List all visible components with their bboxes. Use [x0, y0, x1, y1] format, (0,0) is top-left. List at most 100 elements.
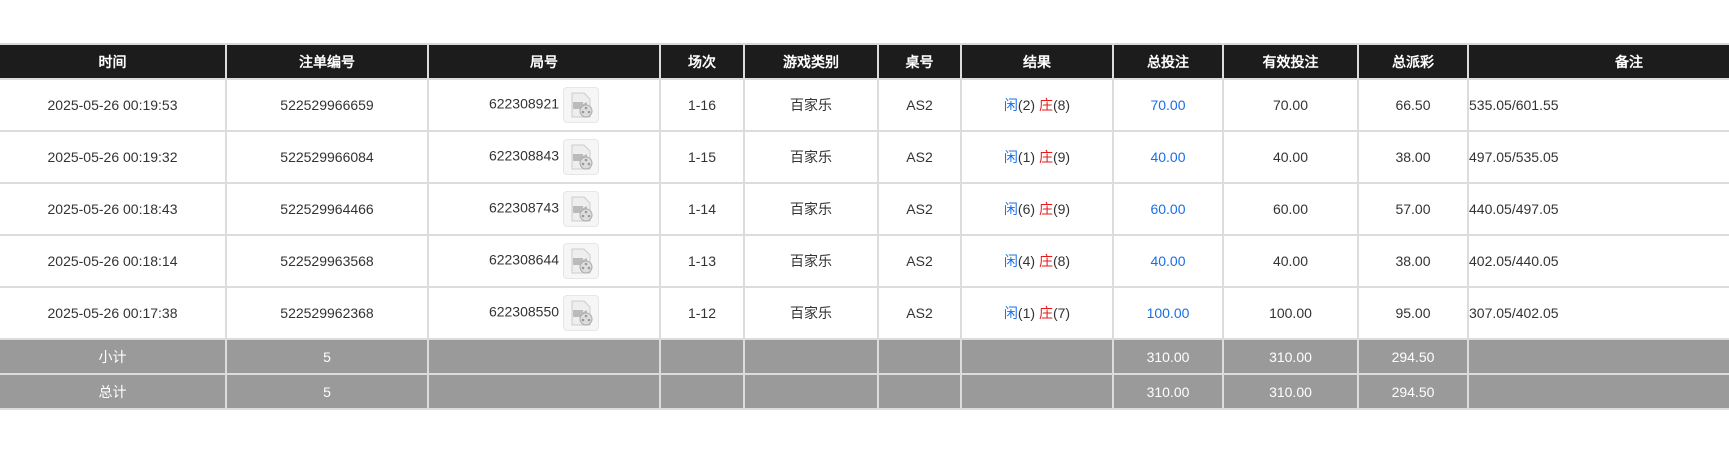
player-score: (6): [1017, 201, 1036, 217]
video-replay-icon[interactable]: [563, 87, 600, 123]
empty-cell: [427, 338, 661, 375]
time-cell: 2025-05-26 00:19:32: [0, 130, 227, 184]
banker-label: 庄: [1038, 201, 1053, 217]
subtotal-valid-bet: 310.00: [1222, 338, 1359, 375]
total-count: 5: [225, 373, 429, 410]
empty-cell: [1467, 373, 1729, 410]
game-type-cell: 百家乐: [743, 286, 879, 340]
table-no-cell: AS2: [877, 78, 962, 132]
video-replay-icon[interactable]: [563, 139, 600, 175]
payout-cell: 95.00: [1357, 286, 1469, 340]
bet-id-cell: 522529966084: [225, 130, 429, 184]
result-cell: 闲(1) 庄(9): [960, 130, 1114, 184]
player-score: (4): [1017, 253, 1036, 269]
bet-id-cell: 522529963568: [225, 234, 429, 288]
empty-cell: [960, 338, 1114, 375]
result-cell: 闲(1) 庄(7): [960, 286, 1114, 340]
player-score: (2): [1017, 97, 1036, 113]
round-cell: 622308921: [427, 78, 661, 132]
total-valid-bet: 310.00: [1222, 373, 1359, 410]
round-cell: 622308743: [427, 182, 661, 236]
bet-history-table: 时间 注单编号 局号 场次 游戏类别 桌号 结果 总投注 有效投注 总派彩 备注 2025-05-2…: [0, 43, 1729, 410]
total-row: 总计 5 310.00 310.00 294.50: [0, 373, 1729, 410]
table-row: 2025-05-26 00:19:32 522529966084 6223088…: [0, 130, 1729, 184]
header-remark: 备注: [1467, 43, 1729, 80]
header-time: 时间: [0, 43, 227, 80]
remark-cell: 440.05/497.05: [1467, 182, 1729, 236]
player-label: 闲: [1003, 201, 1018, 217]
header-table-no: 桌号: [877, 43, 962, 80]
round-cell: 622308644: [427, 234, 661, 288]
subtotal-label: 小计: [0, 338, 227, 375]
banker-label: 庄: [1038, 305, 1053, 321]
session-cell: 1-16: [659, 78, 745, 132]
valid-bet-cell: 60.00: [1222, 182, 1359, 236]
empty-cell: [659, 338, 745, 375]
table-no-cell: AS2: [877, 286, 962, 340]
empty-cell: [960, 373, 1114, 410]
game-type-cell: 百家乐: [743, 234, 879, 288]
round-number: 622308921: [488, 95, 560, 112]
banker-label: 庄: [1038, 97, 1053, 113]
total-bet-link[interactable]: 40.00: [1112, 234, 1224, 288]
subtotal-payout: 294.50: [1357, 338, 1469, 375]
game-type-cell: 百家乐: [743, 130, 879, 184]
player-label: 闲: [1003, 253, 1018, 269]
payout-cell: 57.00: [1357, 182, 1469, 236]
valid-bet-cell: 40.00: [1222, 130, 1359, 184]
total-bet-link[interactable]: 70.00: [1112, 78, 1224, 132]
player-label: 闲: [1003, 149, 1018, 165]
player-label: 闲: [1003, 97, 1018, 113]
empty-cell: [427, 373, 661, 410]
bet-id-cell: 522529964466: [225, 182, 429, 236]
round-cell: 622308550: [427, 286, 661, 340]
total-bet-link[interactable]: 60.00: [1112, 182, 1224, 236]
table-row: 2025-05-26 00:18:14 522529963568 6223086…: [0, 234, 1729, 288]
time-cell: 2025-05-26 00:19:53: [0, 78, 227, 132]
banker-score: (8): [1052, 253, 1071, 269]
video-replay-icon[interactable]: [563, 191, 600, 227]
player-score: (1): [1017, 149, 1036, 165]
round-cell: 622308843: [427, 130, 661, 184]
table-no-cell: AS2: [877, 182, 962, 236]
header-round: 局号: [427, 43, 661, 80]
table-row: 2025-05-26 00:19:53 522529966659 6223089…: [0, 78, 1729, 132]
player-score: (1): [1017, 305, 1036, 321]
subtotal-count: 5: [225, 338, 429, 375]
remark-cell: 402.05/440.05: [1467, 234, 1729, 288]
session-cell: 1-14: [659, 182, 745, 236]
result-cell: 闲(6) 庄(9): [960, 182, 1114, 236]
time-cell: 2025-05-26 00:18:14: [0, 234, 227, 288]
empty-cell: [877, 373, 962, 410]
banker-score: (7): [1052, 305, 1071, 321]
header-result: 结果: [960, 43, 1114, 80]
player-label: 闲: [1003, 305, 1018, 321]
header-total-bet: 总投注: [1112, 43, 1224, 80]
total-payout: 294.50: [1357, 373, 1469, 410]
valid-bet-cell: 100.00: [1222, 286, 1359, 340]
round-number: 622308550: [488, 303, 560, 320]
remark-cell: 307.05/402.05: [1467, 286, 1729, 340]
table-no-cell: AS2: [877, 130, 962, 184]
session-cell: 1-12: [659, 286, 745, 340]
header-session: 场次: [659, 43, 745, 80]
result-cell: 闲(2) 庄(8): [960, 78, 1114, 132]
remark-cell: 497.05/535.05: [1467, 130, 1729, 184]
banker-label: 庄: [1038, 149, 1053, 165]
header-bet-id: 注单编号: [225, 43, 429, 80]
table-row: 2025-05-26 00:17:38 522529962368 6223085…: [0, 286, 1729, 340]
banker-score: (9): [1052, 149, 1071, 165]
table-no-cell: AS2: [877, 234, 962, 288]
empty-cell: [877, 338, 962, 375]
valid-bet-cell: 70.00: [1222, 78, 1359, 132]
video-replay-icon[interactable]: [563, 243, 600, 279]
payout-cell: 38.00: [1357, 234, 1469, 288]
total-bet-link[interactable]: 40.00: [1112, 130, 1224, 184]
header-row: 时间 注单编号 局号 场次 游戏类别 桌号 结果 总投注 有效投注 总派彩 备注: [0, 43, 1729, 80]
subtotal-total-bet: 310.00: [1112, 338, 1224, 375]
video-replay-icon[interactable]: [563, 295, 600, 331]
game-type-cell: 百家乐: [743, 182, 879, 236]
total-bet-link[interactable]: 100.00: [1112, 286, 1224, 340]
bet-id-cell: 522529962368: [225, 286, 429, 340]
banker-score: (8): [1052, 97, 1071, 113]
